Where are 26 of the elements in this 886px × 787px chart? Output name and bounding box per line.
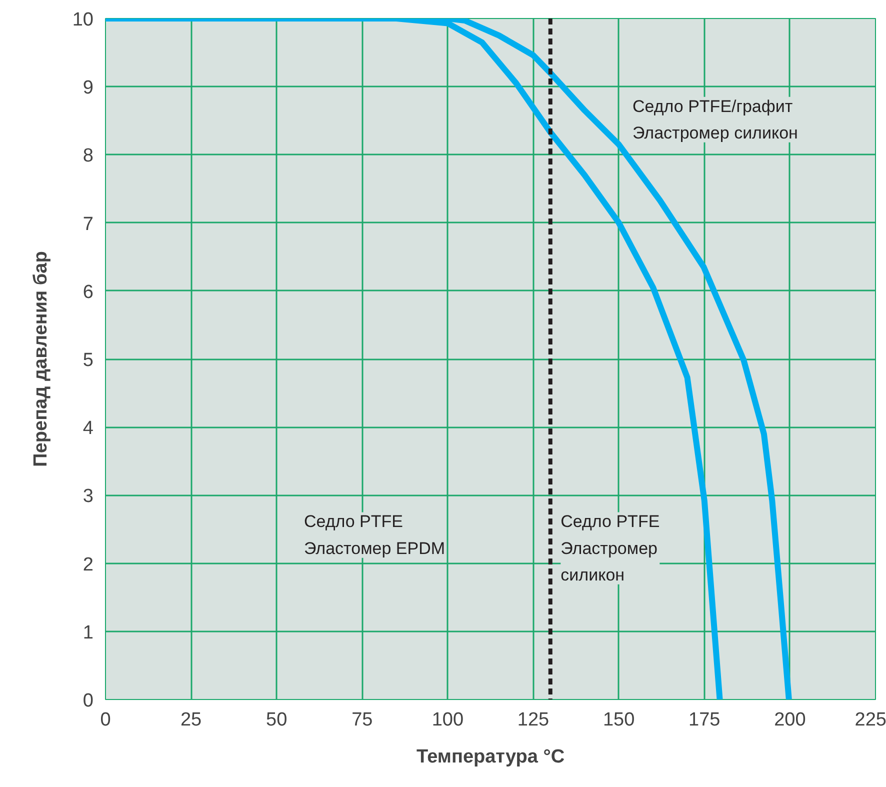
y-axis-title: Перепад давления бар — [30, 251, 52, 467]
y-tick-label: 3 — [82, 486, 94, 508]
y-tick-label: 9 — [82, 78, 94, 99]
annotation: Седло PTFE Эластромер силикон — [560, 512, 660, 584]
y-tick-label: 10 — [72, 10, 94, 30]
y-tick-label: 5 — [82, 350, 94, 371]
x-tick-label: 125 — [517, 710, 550, 730]
x-tick-label: 25 — [180, 710, 202, 730]
annotation: Седло PTFE Эластомер EPDM — [304, 512, 446, 558]
y-tick-label: 2 — [82, 554, 94, 576]
x-tick-label: 200 — [774, 710, 806, 730]
y-tick-label: 7 — [82, 214, 94, 235]
x-tick-label: 75 — [352, 710, 373, 730]
y-tick-label: 0 — [82, 690, 94, 712]
y-tick-label: 8 — [82, 146, 94, 167]
y-tick-label: 6 — [82, 282, 94, 303]
x-tick-label: 225 — [854, 710, 886, 730]
x-axis-title: Температура °C — [416, 746, 565, 768]
x-tick-label: 50 — [266, 710, 288, 730]
x-tick-label: 0 — [100, 710, 111, 730]
y-tick-label: 4 — [82, 418, 94, 440]
x-tick-label: 175 — [688, 710, 720, 730]
y-tick-label: 1 — [82, 622, 94, 644]
annotation: Седло PTFE/графит Эластромер силикон — [632, 96, 798, 142]
x-tick-label: 100 — [432, 710, 464, 730]
x-tick-label: 150 — [602, 710, 635, 730]
